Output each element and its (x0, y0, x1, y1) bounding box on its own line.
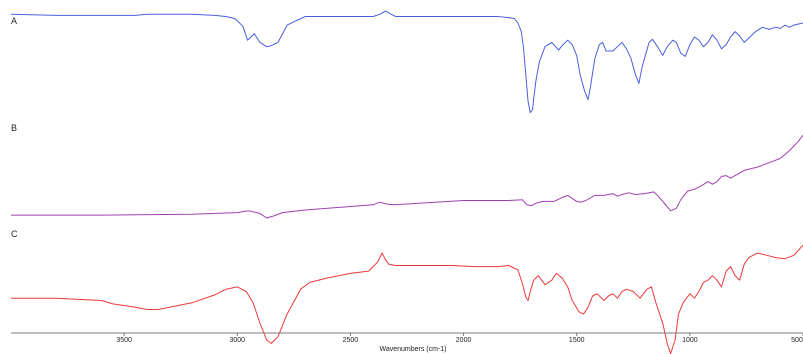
panel-c: C (11, 229, 803, 354)
x-tick-label: 3000 (229, 337, 245, 344)
panel-b-label: B (11, 123, 17, 133)
panel-a: A (10, 10, 803, 114)
x-axis: 3500 3000 2500 2000 1500 1000 500 Wavenumbers … (11, 332, 803, 353)
panel-b: B (11, 123, 803, 219)
x-tick-label: 500 (791, 337, 803, 344)
spectrum-c-line (11, 244, 803, 354)
x-tick-label: 2000 (456, 337, 472, 344)
x-axis-title: Wavenumbers (cm-1) (379, 346, 446, 353)
panel-a-label: A (11, 16, 17, 26)
spectrum-b-line (11, 134, 803, 219)
x-tick-label: 1000 (682, 337, 698, 344)
panel-c-label: C (11, 229, 18, 239)
x-tick-label: 3500 (116, 337, 132, 344)
spectrum-a-line (10, 10, 803, 114)
x-tick-label: 1500 (569, 337, 585, 344)
x-axis-ticks: 3500 3000 2500 2000 1500 1000 500 (116, 333, 803, 344)
x-tick-label: 2500 (343, 337, 359, 344)
